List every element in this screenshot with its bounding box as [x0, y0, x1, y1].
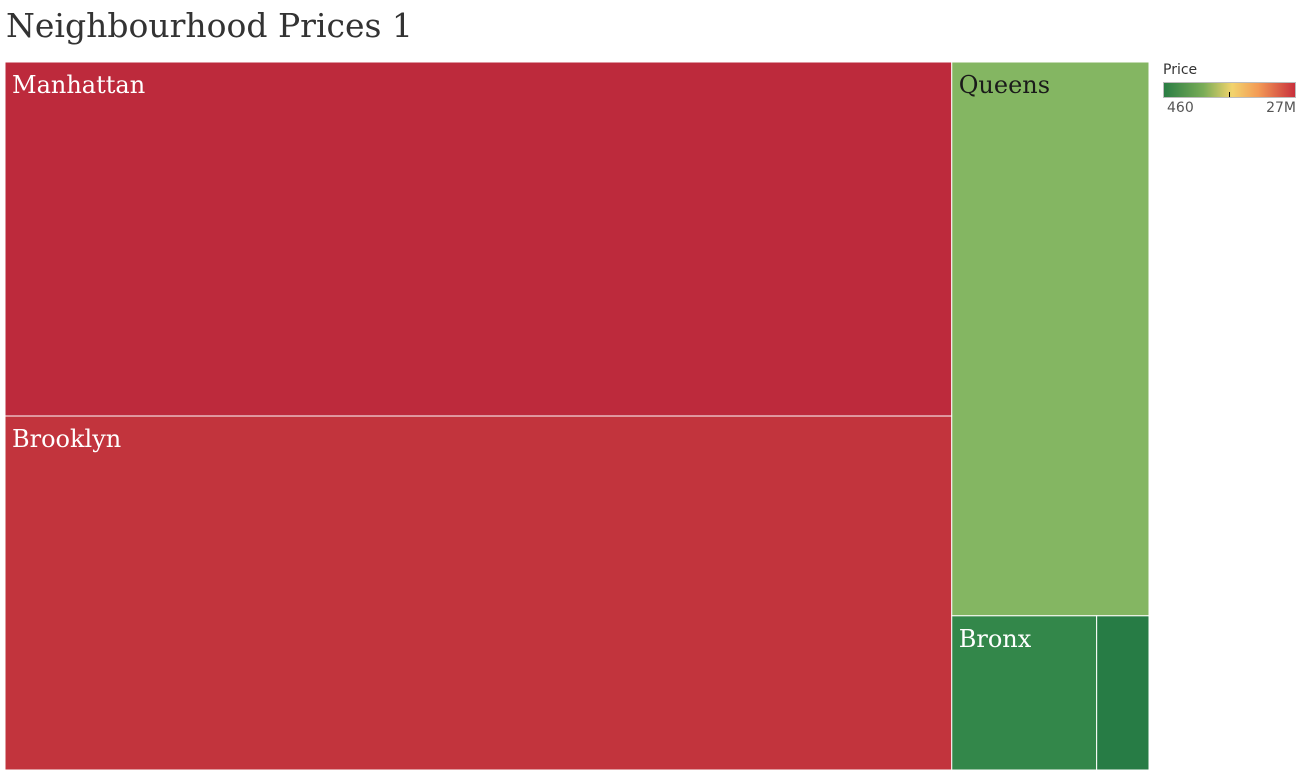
- tile-brooklyn[interactable]: [4, 415, 953, 770]
- tile-label-queens: Queens: [959, 71, 1050, 99]
- tile-queens[interactable]: [951, 61, 1150, 617]
- legend-min-label: 460: [1167, 100, 1194, 116]
- legend-max-label: 27M: [1266, 100, 1296, 116]
- legend-title: Price: [1163, 62, 1198, 78]
- tile-label-brooklyn: Brooklyn: [12, 425, 121, 453]
- tile-label-manhattan: Manhattan: [12, 71, 145, 99]
- color-legend: Price 460 27M: [1163, 62, 1303, 118]
- chart-title: Neighbourhood Prices 1: [6, 6, 413, 45]
- legend-color-ramp: [1163, 82, 1296, 98]
- tile-staten-island[interactable]: [1096, 615, 1150, 770]
- legend-labels: 460 27M: [1163, 100, 1296, 118]
- tile-bronx[interactable]: [951, 615, 1098, 770]
- tile-manhattan[interactable]: [4, 61, 953, 417]
- tile-label-bronx: Bronx: [959, 625, 1032, 653]
- legend-marker: [1229, 92, 1230, 97]
